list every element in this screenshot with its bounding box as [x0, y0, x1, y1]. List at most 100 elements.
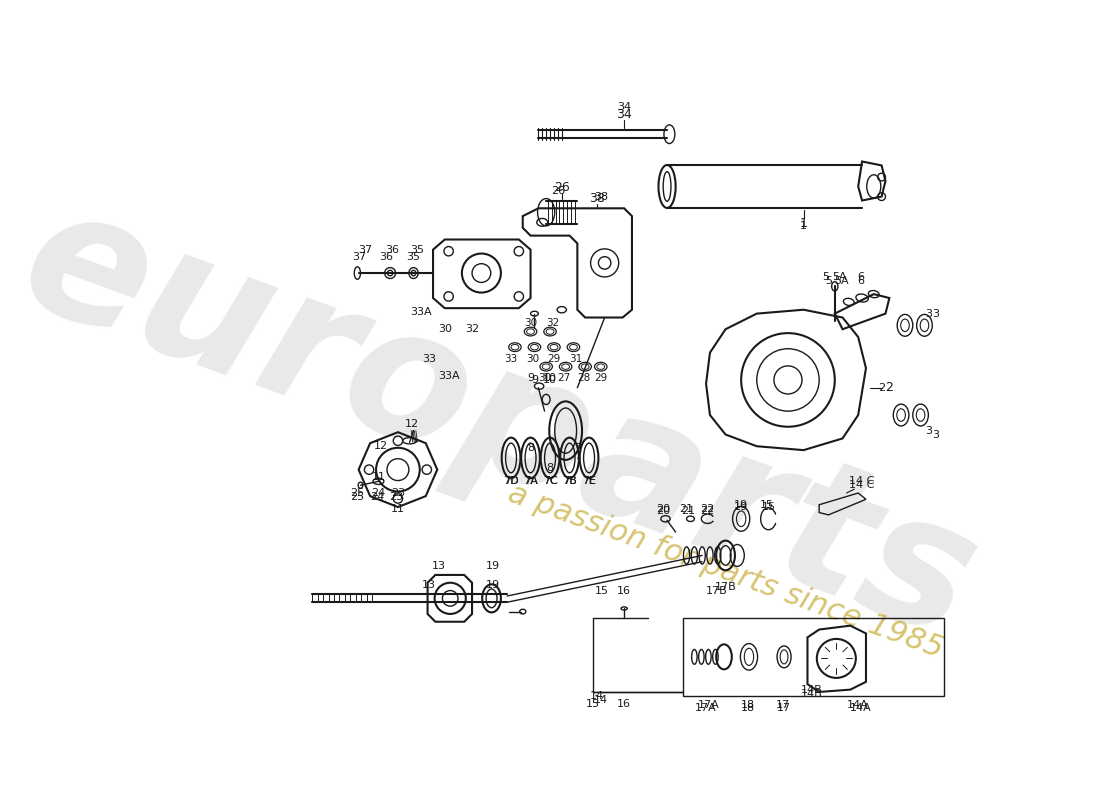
Bar [683, 618, 944, 696]
Text: 17B: 17B [705, 586, 727, 595]
Text: 26: 26 [554, 181, 570, 194]
Text: 1: 1 [800, 218, 807, 230]
Text: 2: 2 [878, 382, 886, 393]
Text: 7D: 7D [504, 476, 518, 486]
Text: 31: 31 [569, 354, 582, 364]
Text: 15: 15 [595, 586, 609, 595]
Text: 10: 10 [543, 375, 557, 385]
Text: 7E: 7E [583, 476, 595, 486]
Text: 17A: 17A [694, 702, 716, 713]
Text: 5: 5 [825, 276, 832, 286]
Text: 22: 22 [701, 506, 715, 516]
Text: 7A: 7A [524, 476, 538, 486]
Text: 5A: 5A [832, 272, 847, 282]
Text: 27: 27 [558, 373, 571, 382]
Text: 11: 11 [372, 473, 385, 482]
Text: 10: 10 [543, 374, 557, 383]
Text: a passion for parts since 1985: a passion for parts since 1985 [504, 478, 947, 663]
Text: 30: 30 [538, 373, 551, 382]
Text: 15: 15 [761, 502, 776, 512]
Text: 5A: 5A [834, 276, 848, 286]
Text: 21: 21 [680, 504, 694, 514]
Text: 29: 29 [594, 373, 607, 382]
Text: 19: 19 [486, 580, 500, 590]
Text: 7B: 7B [563, 476, 576, 486]
Text: 36: 36 [379, 253, 393, 262]
Text: 19: 19 [734, 502, 748, 512]
Text: 14 C: 14 C [849, 480, 875, 490]
Text: 38: 38 [588, 193, 605, 206]
Text: 17A: 17A [697, 700, 719, 710]
Text: 30: 30 [438, 324, 452, 334]
Text: 16: 16 [617, 586, 631, 595]
Text: 30: 30 [526, 354, 539, 364]
Text: 13: 13 [422, 580, 436, 590]
Text: 26: 26 [551, 186, 565, 196]
Text: 6: 6 [857, 276, 864, 286]
Text: 3: 3 [925, 309, 932, 318]
Text: 33A: 33A [410, 307, 432, 317]
Text: 17: 17 [777, 702, 791, 713]
Text: 38: 38 [594, 192, 608, 202]
Text: 3: 3 [933, 430, 939, 439]
Text: 34: 34 [616, 108, 632, 121]
Text: 22: 22 [701, 504, 715, 514]
Text: 17: 17 [776, 700, 790, 710]
Text: 29: 29 [548, 354, 561, 364]
Text: 14B: 14B [801, 690, 822, 699]
Text: 7: 7 [574, 442, 581, 453]
Text: 7A: 7A [524, 476, 538, 486]
Text: 21: 21 [681, 506, 695, 516]
Text: 7E: 7E [582, 476, 596, 486]
Text: 23: 23 [389, 492, 404, 502]
Text: 11: 11 [390, 504, 405, 514]
Text: 3: 3 [925, 426, 932, 436]
Text: 12: 12 [405, 419, 419, 430]
Text: 37: 37 [359, 245, 372, 254]
Text: 35: 35 [407, 253, 420, 262]
Text: 13: 13 [431, 561, 446, 570]
Text: 15: 15 [586, 698, 600, 709]
Text: 33: 33 [505, 354, 518, 364]
Text: 36: 36 [385, 245, 398, 254]
Text: 9: 9 [531, 375, 538, 385]
Text: 16: 16 [617, 698, 631, 709]
Text: 18: 18 [740, 700, 755, 710]
Text: 14: 14 [590, 691, 604, 701]
Text: 8: 8 [527, 442, 535, 453]
Text: 6: 6 [857, 272, 864, 282]
Text: 18: 18 [740, 702, 755, 713]
Text: 12: 12 [374, 442, 388, 451]
Text: 33: 33 [422, 354, 436, 364]
Text: 5: 5 [822, 272, 829, 282]
Text: 14B: 14B [801, 685, 822, 694]
Text: 32: 32 [465, 324, 480, 334]
Text: 9: 9 [527, 374, 535, 383]
Text: 1: 1 [800, 222, 807, 231]
Text: 32: 32 [546, 318, 559, 328]
Text: 35: 35 [410, 245, 425, 254]
Text: 7C: 7C [543, 476, 557, 486]
Text: 8: 8 [547, 463, 553, 473]
Text: 15: 15 [760, 500, 774, 510]
Text: 7B: 7B [562, 476, 576, 486]
Text: 17B: 17B [715, 582, 736, 592]
Text: 25: 25 [350, 488, 364, 498]
Text: 25: 25 [350, 492, 364, 502]
Text: 20: 20 [656, 506, 670, 516]
Text: 30: 30 [524, 318, 537, 328]
Text: 37: 37 [352, 253, 366, 262]
Text: 14A: 14A [849, 702, 871, 713]
Text: 19: 19 [734, 500, 748, 510]
Text: 7: 7 [574, 450, 581, 461]
Text: 33A: 33A [438, 371, 460, 381]
Text: 24: 24 [371, 492, 385, 502]
Text: 20: 20 [656, 504, 670, 514]
Text: 19: 19 [486, 561, 500, 570]
Text: 7D: 7D [503, 476, 519, 486]
Text: europarts: europarts [1, 170, 998, 676]
Text: 14 C: 14 C [849, 476, 875, 486]
Text: 7C: 7C [542, 476, 558, 486]
Text: 14: 14 [594, 694, 608, 705]
Text: 3: 3 [933, 309, 939, 318]
